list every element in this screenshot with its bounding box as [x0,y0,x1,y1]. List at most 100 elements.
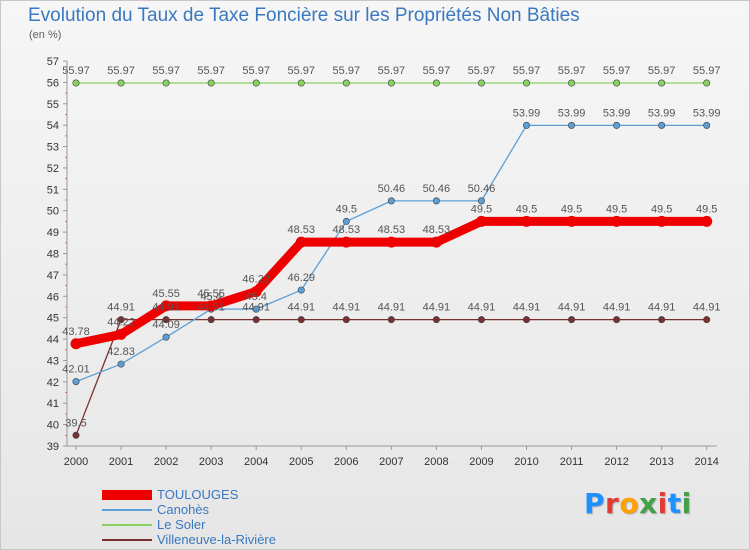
data-label: 44.91 [468,302,496,314]
data-point [566,215,578,227]
data-point [613,316,621,324]
data-label: 55.97 [107,65,135,77]
data-point [297,79,305,87]
data-point [703,316,711,324]
data-label: 49.5 [606,203,627,215]
data-point [522,316,530,324]
data-point [207,79,215,87]
data-label: 53.99 [513,107,541,119]
x-tick-label: 2004 [244,456,268,468]
data-label: 45.55 [197,288,225,300]
x-tick-label: 2001 [109,456,133,468]
data-label: 44.91 [513,302,541,314]
data-label: 55.97 [242,65,270,77]
legend-swatch [102,539,152,541]
y-tick-label: 57 [47,56,59,68]
data-point [160,300,172,312]
data-point [387,316,395,324]
y-tick-label: 41 [47,398,59,410]
x-tick-label: 2012 [604,456,628,468]
data-point [477,316,485,324]
data-label: 44.91 [423,302,451,314]
data-label: 48.53 [333,224,361,236]
chart-subtitle: (en %) [29,29,62,41]
data-point [656,215,668,227]
y-tick-label: 49 [47,227,59,239]
data-point [162,79,170,87]
y-tick-label: 47 [47,270,59,282]
data-point [252,316,260,324]
data-label: 45.4 [200,291,221,303]
data-point [658,79,666,87]
data-label: 53.99 [648,107,676,119]
data-point [117,316,125,324]
x-tick-label: 2005 [289,456,313,468]
data-point [297,286,305,294]
y-tick-label: 51 [47,184,59,196]
data-label: 44.91 [648,302,676,314]
y-tick-label: 54 [47,120,59,132]
data-label: 44.91 [242,302,270,314]
data-point [70,338,82,350]
x-tick-label: 2000 [64,456,88,468]
data-label: 45.4 [245,291,266,303]
data-label: 55.97 [62,65,90,77]
data-label: 43.78 [62,326,90,338]
data-label: 44.91 [558,302,586,314]
legend-swatch [102,490,152,500]
logo-letter: r [605,487,620,520]
x-tick-label: 2006 [334,456,358,468]
data-label: 55.97 [558,65,586,77]
y-tick-label: 52 [47,163,59,175]
legend-label: Canohès [157,502,210,517]
logo-letter: P [584,487,606,520]
logo-letter: x [639,487,658,520]
data-point [205,300,217,312]
data-label: 49.5 [696,203,717,215]
data-point [658,121,666,129]
data-label: 50.46 [378,183,406,195]
data-point [72,79,80,87]
data-label: 42.83 [107,346,135,358]
data-point [475,215,487,227]
data-label: 50.46 [468,183,496,195]
data-point [701,215,713,227]
data-label: 44.91 [333,302,361,314]
data-point [72,431,80,439]
y-tick-label: 42 [47,377,59,389]
data-label: 55.97 [333,65,361,77]
data-point [432,197,440,205]
data-point [342,79,350,87]
data-point [340,236,352,248]
x-tick-label: 2008 [424,456,448,468]
y-tick-label: 48 [47,249,59,261]
proxiti-logo: Proxiti [584,487,692,520]
data-point [387,197,395,205]
x-tick-label: 2010 [514,456,538,468]
data-label: 44.22 [107,316,135,328]
logo-letter: o [619,487,640,520]
legend-label: Le Soler [157,517,206,532]
data-label: 49.5 [651,203,672,215]
x-tick-label: 2003 [199,456,223,468]
chart-title: Evolution du Taux de Taxe Foncière sur l… [28,5,580,26]
data-label: 49.5 [336,203,357,215]
data-label: 55.97 [423,65,451,77]
data-label: 49.5 [471,203,492,215]
data-point [477,79,485,87]
data-point [117,79,125,87]
legend-label: TOULOUGES [157,487,239,502]
data-point [162,316,170,324]
data-label: 44.91 [603,302,631,314]
data-label: 50.46 [423,183,451,195]
data-label: 55.97 [513,65,541,77]
y-tick-label: 43 [47,355,59,367]
series-toulouges [70,215,713,350]
y-tick-label: 45 [47,313,59,325]
data-point [521,215,532,227]
series-line-villeneuve-la-rivi-re [75,318,708,436]
y-tick-label: 53 [47,142,59,154]
data-point [568,121,576,129]
data-point [387,79,395,87]
